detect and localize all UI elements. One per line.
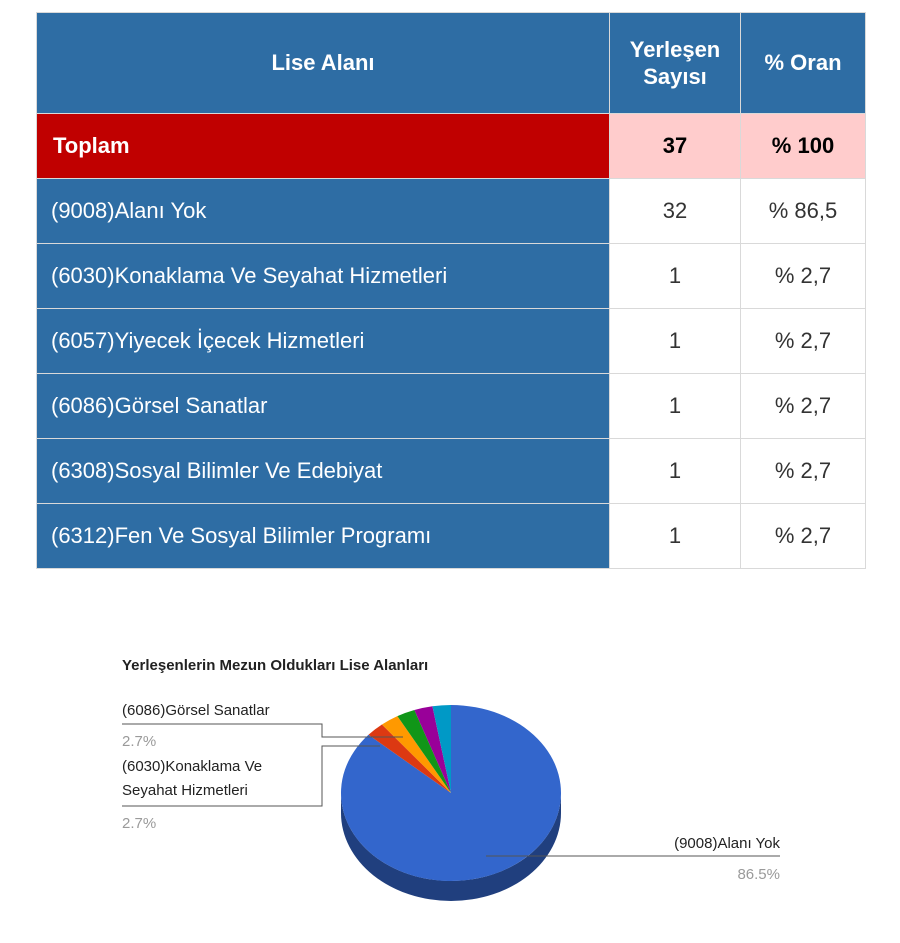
row-label: (6312)Fen Ve Sosyal Bilimler Programı — [36, 503, 610, 569]
label-alani-yok-pct: 86.5% — [737, 866, 780, 883]
pie-depth — [341, 793, 561, 901]
total-label: Toplam — [36, 113, 610, 179]
table-row: (6086)Görsel Sanatlar 1 % 2,7 — [36, 373, 866, 439]
header-ratio: % Oran — [740, 12, 866, 114]
pie-slice-6308-sosyal-bilimler-ve-edebiyat[interactable] — [414, 706, 451, 793]
pie-chart: Yerleşenlerin Mezun Oldukları Lise Alanl… — [122, 657, 780, 901]
header-area: Lise Alanı — [36, 12, 610, 114]
total-count: 37 — [609, 113, 741, 179]
pie-slice-6086-g-rsel-sanatlar[interactable] — [397, 710, 451, 793]
label-gorsel-sanatlar-pct: 2.7% — [122, 733, 156, 750]
table-row: (6308)Sosyal Bilimler Ve Edebiyat 1 % 2,… — [36, 438, 866, 504]
label-konaklama-pct: 2.7% — [122, 815, 156, 832]
label-alani-yok: (9008)Alanı Yok — [674, 835, 780, 852]
header-count: Yerleşen Sayısı — [609, 12, 741, 114]
row-count: 1 — [609, 438, 741, 504]
header-count-line1: Yerleşen — [629, 36, 721, 62]
row-count: 1 — [609, 503, 741, 569]
total-ratio: % 100 — [740, 113, 866, 179]
row-ratio: % 2,7 — [740, 373, 866, 439]
row-count: 1 — [609, 373, 741, 439]
leader-line-konaklama — [122, 745, 380, 807]
row-label: (6030)Konaklama Ve Seyahat Hizmetleri — [36, 243, 610, 309]
label-konaklama-line2: Seyahat Hizmetleri — [122, 782, 248, 799]
label-konaklama-line1: (6030)Konaklama Ve — [122, 758, 262, 775]
table-row: (6030)Konaklama Ve Seyahat Hizmetleri 1 … — [36, 243, 866, 309]
row-label: (6057)Yiyecek İçecek Hizmetleri — [36, 308, 610, 374]
total-row: Toplam 37 % 100 — [36, 113, 866, 179]
table-row: (9008)Alanı Yok 32 % 86,5 — [36, 178, 866, 244]
row-ratio: % 86,5 — [740, 178, 866, 244]
row-ratio: % 2,7 — [740, 503, 866, 569]
row-ratio: % 2,7 — [740, 308, 866, 374]
pie-slice-6057-yiyecek-i-ecek-hizmetleri[interactable] — [381, 716, 451, 793]
pie-slice-side-9008-alan-yok — [341, 793, 561, 901]
row-label: (9008)Alanı Yok — [36, 178, 610, 244]
row-count: 1 — [609, 308, 741, 374]
row-ratio: % 2,7 — [740, 243, 866, 309]
placement-table: Lise Alanı Yerleşen Sayısı % Oran Toplam… — [36, 12, 866, 569]
label-gorsel-sanatlar: (6086)Görsel Sanatlar — [122, 702, 270, 719]
pie-slice-9008-alan-yok[interactable] — [341, 705, 562, 881]
pie-slices — [341, 705, 562, 881]
pie-slice-6312-fen-ve-sosyal-bilimler-program[interactable] — [432, 705, 451, 793]
pie-slice-6030-konaklama-ve-seyahat-hizmetleri[interactable] — [368, 724, 451, 793]
header-count-line2: Sayısı — [643, 64, 707, 89]
table-row: (6057)Yiyecek İçecek Hizmetleri 1 % 2,7 — [36, 308, 866, 374]
row-label: (6086)Görsel Sanatlar — [36, 373, 610, 439]
row-ratio: % 2,7 — [740, 438, 866, 504]
table-header-row: Lise Alanı Yerleşen Sayısı % Oran — [36, 12, 866, 114]
leader-line-gorsel-sanatlar — [122, 723, 403, 738]
table-row: (6312)Fen Ve Sosyal Bilimler Programı 1 … — [36, 503, 866, 569]
row-count: 1 — [609, 243, 741, 309]
row-label: (6308)Sosyal Bilimler Ve Edebiyat — [36, 438, 610, 504]
chart-title: Yerleşenlerin Mezun Oldukları Lise Alanl… — [122, 657, 428, 674]
row-count: 32 — [609, 178, 741, 244]
